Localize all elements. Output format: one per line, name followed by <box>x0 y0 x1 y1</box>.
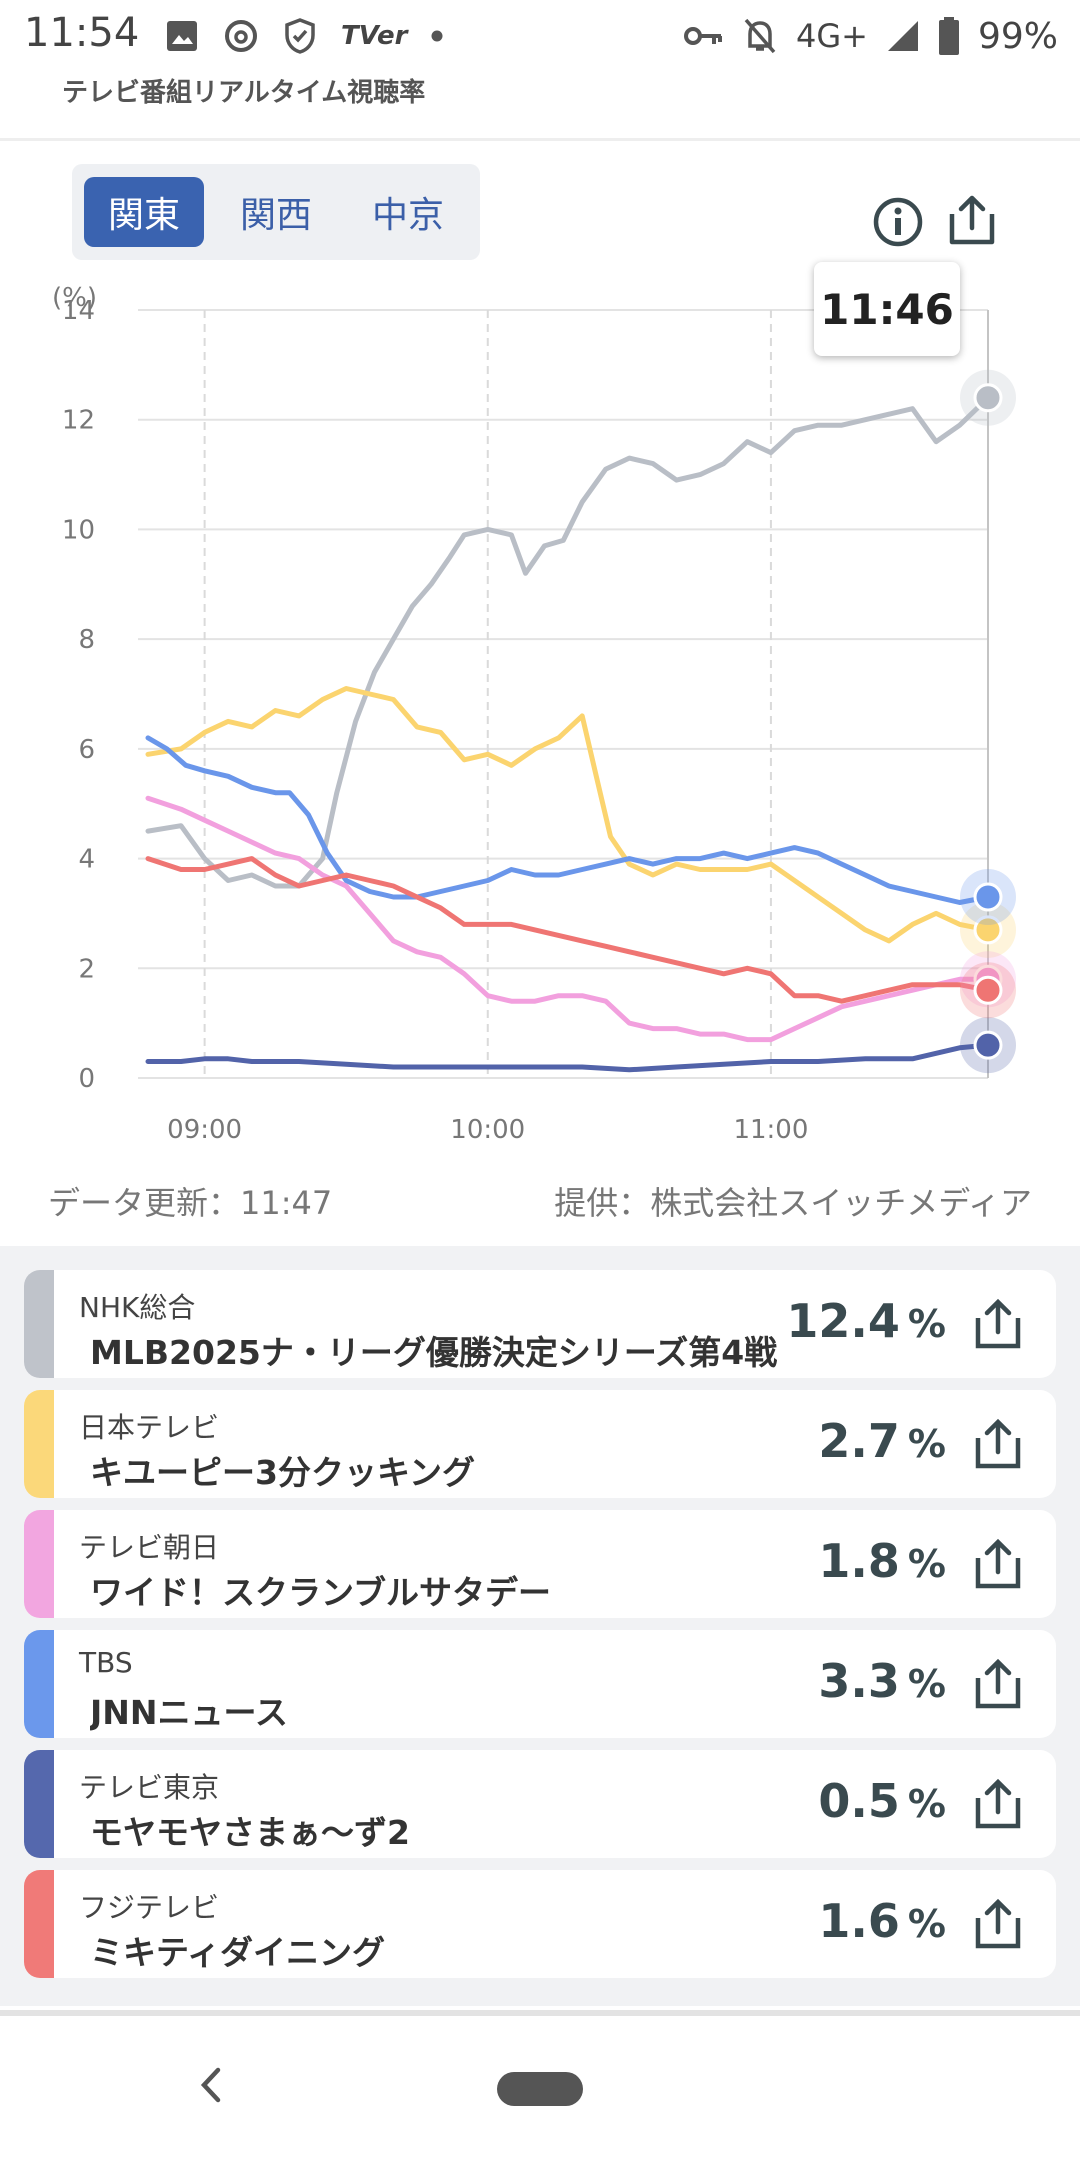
divider <box>0 2010 1080 2016</box>
share-icon[interactable] <box>970 1656 1026 1712</box>
home-pill[interactable] <box>497 2072 583 2106</box>
region-tab-chukyo[interactable]: 中京 <box>371 195 444 236</box>
y-axis-unit: (%) <box>52 283 97 313</box>
channel-row[interactable]: フジテレビ ミキティダイニング 1.6% <box>24 1870 1056 1978</box>
channel-row[interactable]: テレビ朝日 ワイド！スクランブルサタデー 1.8% <box>24 1510 1056 1618</box>
info-icon[interactable] <box>870 194 926 250</box>
series-line <box>145 856 991 1004</box>
y-tick-label: 10 <box>62 515 95 545</box>
notifications-off-icon <box>744 18 776 54</box>
y-tick-label: 0 <box>78 1064 95 1094</box>
y-tick-label: 12 <box>62 406 95 436</box>
channel-color-bar <box>24 1630 54 1738</box>
channel-row[interactable]: TBS JNNニュース 3.3% <box>24 1630 1056 1738</box>
signal-icon <box>887 21 918 51</box>
threads-icon <box>225 20 257 52</box>
status-time: 11:54 <box>24 10 140 56</box>
rating-value: 2.7% <box>818 1414 946 1468</box>
y-tick-label: 6 <box>78 735 95 765</box>
navigation-bar <box>0 2016 1080 2160</box>
share-icon[interactable] <box>944 192 1000 248</box>
program-title: MLB2025ナ・リーグ優勝決定シリーズ第4戦 <box>90 1333 778 1372</box>
series-line <box>145 735 991 905</box>
channel-row[interactable]: NHK総合 MLB2025ナ・リーグ優勝決定シリーズ第4戦 12.4% <box>24 1270 1056 1378</box>
tver-icon: TVer <box>341 21 408 51</box>
program-title: キユーピー3分クッキング <box>90 1453 475 1492</box>
y-tick-label: 2 <box>78 954 95 984</box>
series-line <box>145 686 991 944</box>
series-marker <box>973 383 1003 413</box>
x-tick-label: 09:00 <box>167 1115 242 1145</box>
back-icon[interactable] <box>190 2060 230 2110</box>
share-icon[interactable] <box>970 1776 1026 1832</box>
divider <box>0 138 1080 141</box>
series-line <box>145 795 991 1043</box>
vpn-key-icon <box>684 27 723 45</box>
channel-row[interactable]: テレビ東京 モヤモヤさまぁ～ず2 0.5% <box>24 1750 1056 1858</box>
series-marker <box>973 882 1003 912</box>
shield-icon <box>285 18 315 54</box>
channel-name: フジテレビ <box>79 1891 220 1924</box>
image-icon <box>167 21 197 51</box>
x-tick-label: 11:00 <box>733 1115 808 1145</box>
share-icon[interactable] <box>970 1296 1026 1352</box>
channel-color-bar <box>24 1270 54 1378</box>
series-marker <box>973 975 1003 1005</box>
program-title: ミキティダイニング <box>90 1933 386 1972</box>
rating-value: 0.5% <box>818 1774 946 1828</box>
data-updated: データ更新：11:47 <box>48 1184 333 1222</box>
channel-name: テレビ東京 <box>79 1771 220 1804</box>
channel-color-bar <box>24 1870 54 1978</box>
channel-row[interactable]: 日本テレビ キユーピー3分クッキング 2.7% <box>24 1390 1056 1498</box>
channel-name: テレビ朝日 <box>79 1531 220 1564</box>
rating-value: 3.3% <box>818 1654 946 1708</box>
rating-value: 1.6% <box>818 1894 946 1948</box>
program-title: ワイド！スクランブルサタデー <box>90 1573 552 1612</box>
program-title: JNNニュース <box>90 1693 288 1732</box>
channel-list: NHK総合 MLB2025ナ・リーグ優勝決定シリーズ第4戦 12.4% 日本テレ… <box>0 1246 1080 2006</box>
data-provider: 提供：株式会社スイッチメディア <box>554 1184 1032 1222</box>
series-line <box>145 1042 991 1073</box>
region-tab-kanto[interactable]: 関東 <box>84 177 204 247</box>
region-selector: 関東 関西 中京 <box>72 164 480 260</box>
share-icon[interactable] <box>970 1536 1026 1592</box>
region-tab-kansai[interactable]: 関西 <box>239 195 312 236</box>
program-title: モヤモヤさまぁ～ず2 <box>90 1813 410 1852</box>
channel-color-bar <box>24 1510 54 1618</box>
rating-value: 12.4% <box>786 1294 946 1348</box>
network-type: 4G+ <box>796 17 868 55</box>
channel-name: TBS <box>79 1646 133 1679</box>
channel-name: 日本テレビ <box>79 1411 220 1444</box>
app-title: テレビ番組リアルタイム視聴率 <box>62 78 426 108</box>
y-tick-label: 14 <box>62 296 95 326</box>
battery-icon <box>938 17 959 55</box>
y-tick-label: 8 <box>78 625 95 655</box>
dot-icon <box>431 30 443 42</box>
share-icon[interactable] <box>970 1416 1026 1472</box>
channel-color-bar <box>24 1750 54 1858</box>
share-icon[interactable] <box>970 1896 1026 1952</box>
series-marker <box>973 1030 1003 1060</box>
rating-value: 1.8% <box>818 1534 946 1588</box>
x-tick-label: 10:00 <box>450 1115 525 1145</box>
channel-color-bar <box>24 1390 54 1498</box>
battery-percent: 99% <box>977 15 1058 57</box>
ratings-chart[interactable]: (%) 0 2 4 6 8 10 12 14 09:00 10:00 11:00 <box>0 270 1080 1170</box>
chart-tooltip: 11:46 <box>814 262 960 356</box>
series-marker <box>973 915 1003 945</box>
status-bar: 11:54 TVer 4G+ 99% <box>0 0 1080 72</box>
channel-name: NHK総合 <box>79 1291 196 1324</box>
series-line <box>145 395 991 889</box>
y-tick-label: 4 <box>78 845 95 875</box>
